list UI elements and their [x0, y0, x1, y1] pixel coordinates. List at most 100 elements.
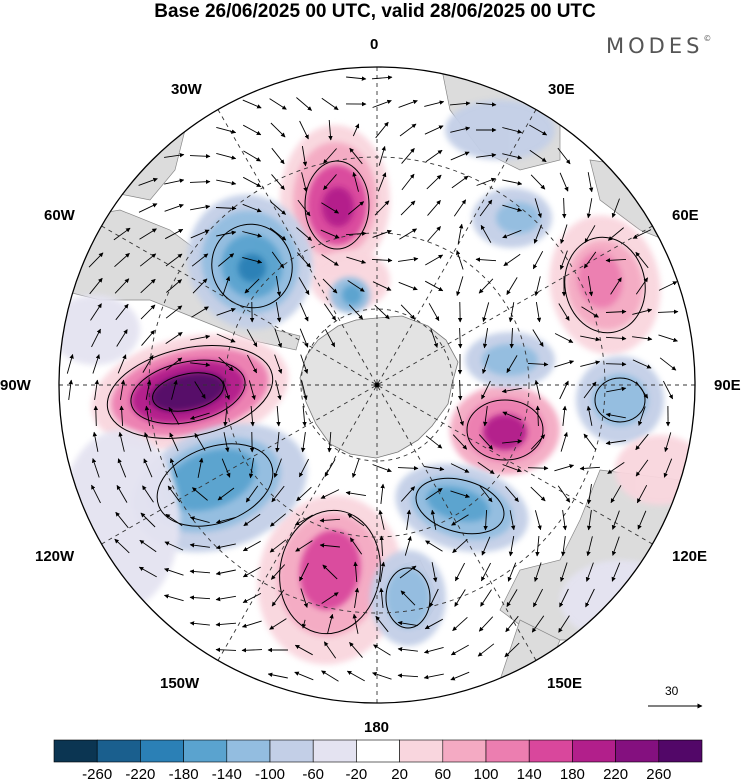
wind-vector: [478, 616, 494, 632]
lon-label-150w: 150W: [160, 675, 200, 692]
wind-vector: [425, 540, 443, 552]
wind-vector: [478, 434, 494, 450]
wind-vector: [346, 76, 367, 81]
wind-vector: [605, 412, 626, 419]
colorbar-label: 20: [391, 766, 408, 783]
wind-vector: [378, 509, 385, 530]
wind-vector: [140, 278, 156, 294]
wind-vector: [117, 458, 127, 478]
wind-vector: [352, 613, 359, 634]
wind-vector: [450, 463, 470, 473]
wind-vector: [562, 405, 567, 426]
wind-vector: [215, 543, 236, 550]
wind-vector: [197, 457, 204, 478]
wind-vector: [299, 302, 309, 322]
wind-vector: [245, 485, 259, 503]
wind-vector: [246, 329, 258, 348]
wind-vector: [378, 145, 386, 166]
wind-vector: [165, 332, 183, 344]
wind-vector: [189, 621, 210, 626]
wind-vector: [114, 278, 130, 294]
colorbar-segment: [485, 739, 530, 763]
wind-vector: [431, 562, 438, 583]
wind-vector: [379, 587, 384, 608]
wind-vector: [377, 172, 387, 192]
wind-vector: [352, 123, 360, 137]
wind-vector: [397, 620, 418, 627]
wind-vector: [244, 278, 260, 294]
wind-vector: [580, 360, 601, 367]
wind-vector: [372, 464, 392, 473]
wind-vector: [243, 513, 261, 527]
wind-vector: [560, 562, 568, 582]
wind-vector: [242, 256, 263, 264]
wind-vector: [348, 304, 364, 320]
wind-vector: [169, 458, 178, 478]
contour-lines: [106, 160, 646, 635]
wind-vector: [554, 360, 575, 368]
wind-vector: [451, 175, 469, 189]
wind-vector: [91, 484, 101, 504]
wind-vector: [296, 486, 312, 502]
wind-vector: [274, 328, 283, 348]
wind-vector: [274, 354, 283, 374]
wind-vector: [426, 174, 442, 190]
wind-vector: [271, 251, 285, 269]
anomaly-cell: [445, 100, 555, 160]
wind-vector: [323, 174, 337, 190]
wind-vector: [242, 99, 262, 109]
map-border: [58, 66, 696, 704]
colorbar-segment: [572, 739, 616, 763]
wind-vector: [534, 510, 542, 531]
wind-vector: [191, 253, 209, 267]
wind-vector: [508, 302, 515, 323]
wind-vector: [398, 256, 419, 262]
wind-vector: [323, 641, 337, 659]
wind-vector: [534, 562, 542, 582]
wind-vector: [194, 381, 206, 399]
wind-vector: [476, 177, 496, 186]
wind-vector: [300, 354, 309, 374]
lon-label-90e: 90E: [714, 377, 741, 394]
colorbar-segment: [442, 739, 487, 763]
anomaly-cell: [299, 530, 361, 610]
modes-logo: MODES©: [606, 34, 711, 58]
wind-vector: [347, 280, 365, 292]
wind-vector: [560, 536, 566, 557]
wind-vector: [375, 121, 389, 139]
lon-label-120e: 120E: [672, 548, 708, 565]
wind-vector: [476, 152, 497, 158]
contour: [279, 509, 381, 635]
wind-vector: [221, 458, 231, 478]
wind-vector: [144, 432, 152, 452]
wind-vector: [294, 644, 313, 656]
wind-vector: [424, 125, 444, 135]
wind-vector: [271, 147, 285, 165]
wind-vector: [379, 561, 386, 582]
lon-label-90w: 90W: [0, 377, 31, 394]
wind-vector: [299, 328, 309, 348]
wind-vector: [242, 593, 262, 603]
wind-vector: [215, 516, 236, 524]
wind-vector: [605, 440, 626, 446]
wind-vector: [425, 254, 444, 266]
wind-vector: [117, 354, 127, 374]
anomaly-cell: [592, 374, 648, 426]
wind-vector: [216, 333, 236, 343]
wind-vector: [399, 228, 417, 240]
wind-vector: [663, 380, 673, 400]
wind-vector: [533, 224, 543, 244]
wind-vector: [323, 148, 337, 164]
colorbar-label: 60: [434, 766, 452, 783]
wind-vector: [164, 178, 185, 185]
contour: [130, 359, 246, 425]
wind-vector: [296, 252, 312, 268]
wind-vector: [189, 516, 210, 524]
wind-vector: [530, 486, 546, 502]
wind-vector: [532, 329, 544, 347]
wind-vector: [164, 228, 184, 240]
wind-vector: [242, 231, 263, 238]
wind-vector: [302, 405, 307, 427]
wind-vector: [658, 334, 678, 342]
wind-vector: [583, 433, 597, 451]
